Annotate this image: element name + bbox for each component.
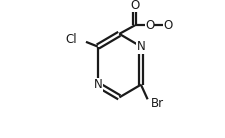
Text: O: O (163, 19, 172, 32)
Text: N: N (93, 78, 102, 91)
Text: N: N (136, 40, 145, 53)
Text: O: O (144, 19, 153, 32)
Text: O: O (130, 0, 139, 12)
Text: Br: Br (150, 97, 163, 110)
Text: Cl: Cl (65, 34, 77, 47)
